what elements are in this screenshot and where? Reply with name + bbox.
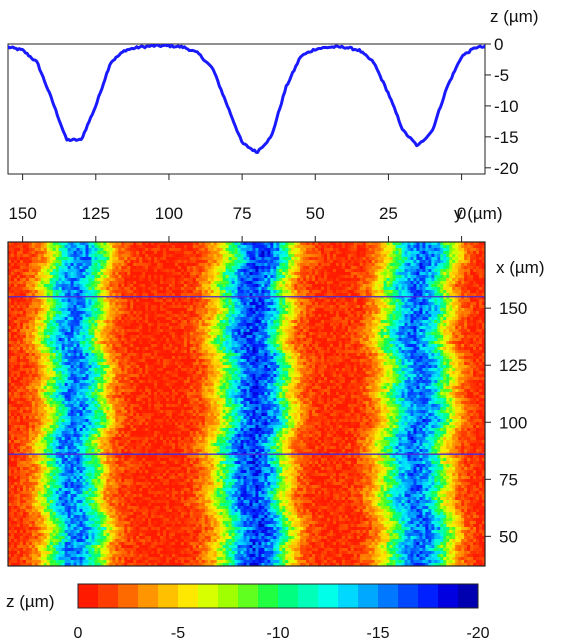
map-y-tick-label: 100 bbox=[499, 413, 527, 432]
colorbar-cell bbox=[118, 584, 139, 608]
map-y-tick-label: 50 bbox=[499, 527, 518, 546]
map-x-ticks bbox=[22, 236, 463, 242]
colorbar-tick-labels: 0 -5 -10 -15 -20 bbox=[74, 625, 490, 642]
colorbar-cells bbox=[78, 584, 479, 608]
colorbar-tick-label: -10 bbox=[266, 625, 289, 642]
colorbar-cell bbox=[338, 584, 359, 608]
profile-plot: 0 -5 -10 -15 -20 z (µm) bbox=[7, 7, 539, 180]
colorbar-tick-label: -5 bbox=[171, 625, 185, 642]
profile-y-axis-label: z (µm) bbox=[490, 7, 539, 26]
map-y-tick-label: 125 bbox=[499, 356, 527, 375]
profile-position-lines bbox=[8, 296, 485, 455]
colorbar-tick-label: -20 bbox=[466, 625, 489, 642]
map-y-tick-labels: 150 125 100 75 50 bbox=[499, 299, 527, 546]
profile-y-tick-label: -20 bbox=[494, 159, 519, 178]
colorbar-cell bbox=[238, 584, 259, 608]
colorbar-cell bbox=[278, 584, 299, 608]
map-y-tick-label: 150 bbox=[499, 299, 527, 318]
profile-y-tick-label: -15 bbox=[494, 128, 519, 147]
colorbar-cell bbox=[358, 584, 379, 608]
colorbar-cell bbox=[438, 584, 459, 608]
colorbar-cell bbox=[258, 584, 279, 608]
map-x-tick-label: 50 bbox=[306, 204, 325, 223]
colorbar-cell bbox=[198, 584, 219, 608]
colorbar-cell bbox=[298, 584, 319, 608]
profile-x-ticks bbox=[22, 174, 463, 180]
profile-y-tick-label: -5 bbox=[494, 66, 509, 85]
colorbar-frame bbox=[77, 583, 479, 609]
map-x-axis-label: y (µm) bbox=[454, 204, 503, 223]
colorbar-cell bbox=[98, 584, 119, 608]
colorbar-cell bbox=[458, 584, 479, 608]
colorbar-cell bbox=[318, 584, 339, 608]
colorbar-cell bbox=[178, 584, 199, 608]
colorbar-tick-label: -15 bbox=[366, 625, 389, 642]
map-y-tick-label: 75 bbox=[499, 470, 518, 489]
profile-line bbox=[8, 44, 485, 154]
height-map-image bbox=[8, 242, 485, 566]
colorbar-cell bbox=[398, 584, 419, 608]
map-x-tick-label: 75 bbox=[233, 204, 252, 223]
colorbar-cell bbox=[158, 584, 179, 608]
height-map: 150 125 100 75 50 x (µm) bbox=[7, 236, 545, 567]
profile-y-tick-label: 0 bbox=[494, 35, 503, 54]
profile-plot-frame bbox=[7, 43, 486, 175]
map-y-ticks bbox=[485, 307, 491, 537]
map-x-tick-label: 100 bbox=[155, 204, 183, 223]
colorbar-cell bbox=[418, 584, 439, 608]
map-x-tick-label: 0 bbox=[457, 204, 466, 223]
height-map-frame bbox=[7, 241, 486, 567]
colorbar: z (µm) 0 -5 -10 -15 -20 bbox=[6, 583, 490, 642]
colorbar-cell bbox=[218, 584, 239, 608]
profile-y-ticks bbox=[485, 43, 491, 169]
map-y-axis-label: x (µm) bbox=[496, 258, 545, 277]
profile-y-tick-labels: 0 -5 -10 -15 -20 bbox=[494, 35, 519, 178]
profile-y-tick-label: -10 bbox=[494, 97, 519, 116]
map-x-tick-label: 125 bbox=[82, 204, 110, 223]
map-x-tick-label: 150 bbox=[8, 204, 36, 223]
colorbar-tick-label: 0 bbox=[74, 625, 83, 642]
colorbar-cell bbox=[138, 584, 159, 608]
colorbar-cell bbox=[378, 584, 399, 608]
map-x-tick-labels: 150 125 100 75 50 25 0 bbox=[8, 204, 466, 223]
map-x-tick-label: 25 bbox=[379, 204, 398, 223]
colorbar-label: z (µm) bbox=[6, 592, 55, 611]
colorbar-cell bbox=[78, 584, 99, 608]
